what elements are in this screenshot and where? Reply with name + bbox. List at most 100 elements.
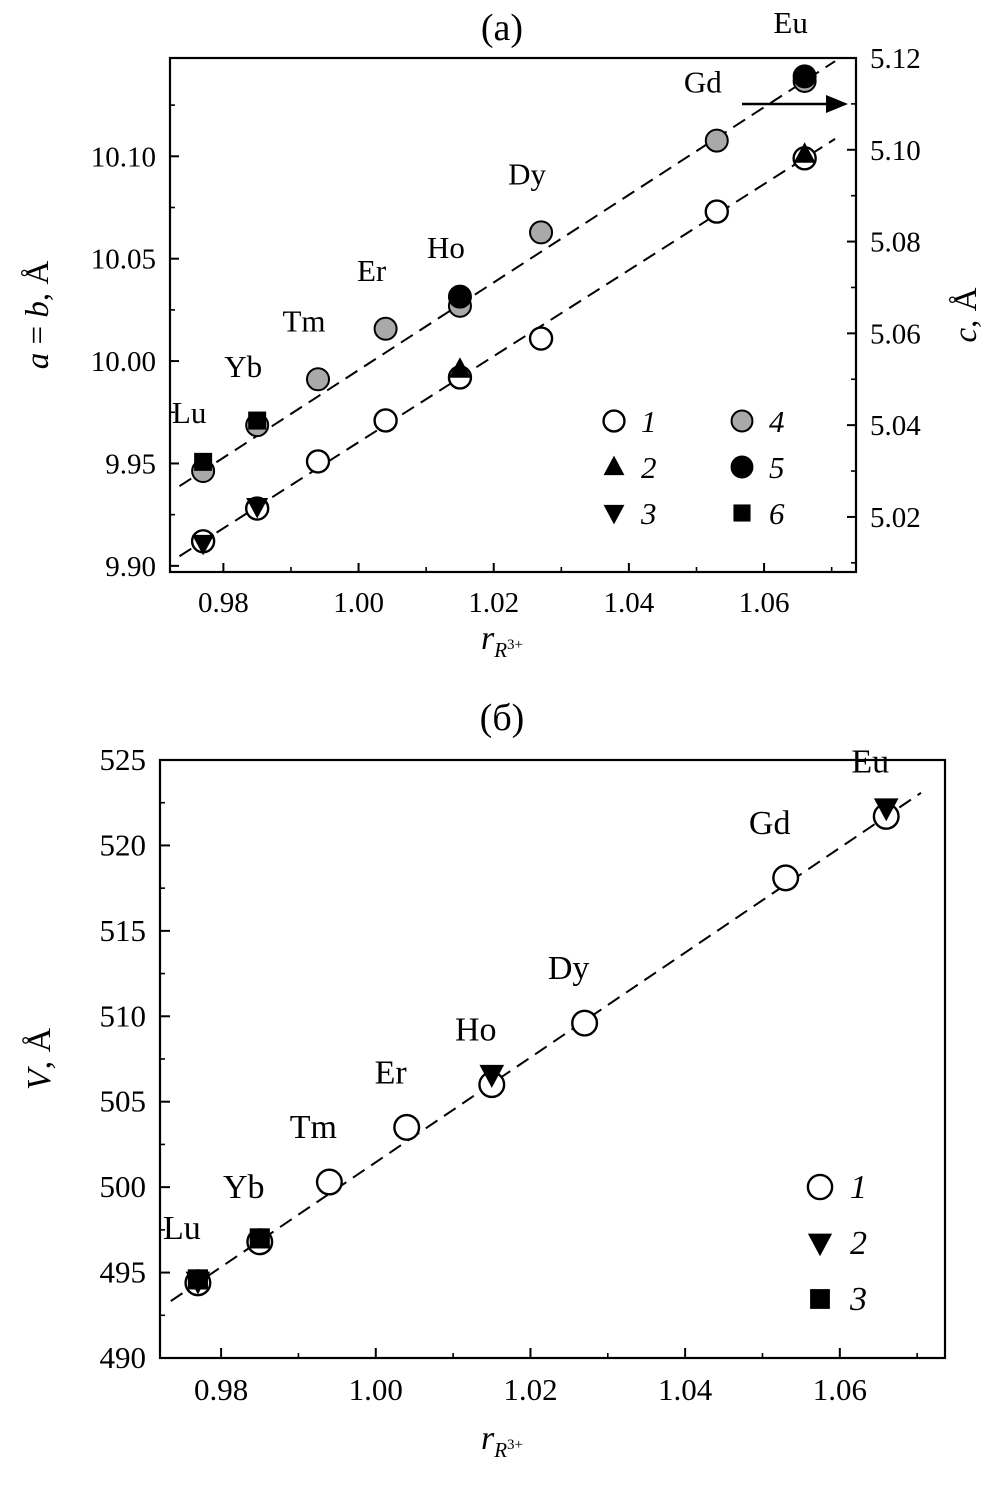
legend-item-2: 2 (603, 450, 657, 485)
y-right-tick-label: 5.08 (870, 227, 921, 259)
legend-item-5: 5 (730, 450, 785, 485)
annotation-Tm: Tm (282, 303, 325, 338)
x-tick-label: 1.04 (658, 1372, 713, 1407)
legend-label-5: 5 (769, 450, 785, 485)
series-1-point (704, 199, 729, 224)
legend-label-6: 6 (769, 496, 785, 531)
legend-label-2: 2 (641, 450, 657, 485)
panel-b-title: (б) (479, 697, 525, 739)
legend-label-3: 3 (640, 496, 657, 531)
x-tick-label: 1.06 (739, 587, 790, 619)
legend-marker-1 (806, 1173, 834, 1201)
series-3-point (187, 1269, 208, 1290)
legend-label-3: 3 (849, 1281, 867, 1318)
y-left-tick-label: 495 (100, 1255, 147, 1290)
series-4-point (704, 128, 729, 153)
series-1-point (393, 1113, 421, 1141)
y-left-tick-label: 510 (100, 998, 147, 1033)
x-tick-label: 1.04 (604, 587, 655, 619)
annotation-Gd: Gd (684, 65, 722, 100)
y-left-tick-label: 10.05 (91, 244, 156, 276)
y-right-tick-label: 5.10 (870, 135, 921, 167)
legend-marker-4 (730, 409, 754, 433)
x-tick-label: 1.06 (813, 1372, 867, 1407)
legend-label-1: 1 (850, 1169, 867, 1206)
y-right-tick-label: 5.12 (870, 43, 921, 75)
series-1-point (571, 1009, 599, 1037)
legend-marker-3 (603, 504, 625, 525)
x-axis-variable: r (480, 1420, 495, 1457)
series-2-point (873, 798, 899, 822)
legend-marker-2 (603, 455, 625, 476)
y-axis-label-left: a = b, Å (19, 261, 56, 370)
y-left-tick-label: 500 (100, 1169, 147, 1204)
legend-item-2: 2 (807, 1225, 867, 1262)
legend-marker-2 (807, 1233, 833, 1257)
x-tick-label: 1.00 (333, 587, 384, 619)
panel-a-plot: 0.98 1.00 1.02 1.04 1.06 9.90 9.95 10.00 10.05 10… (19, 5, 984, 619)
series-4-point (529, 220, 554, 245)
annotation-Yb: Yb (223, 1169, 265, 1206)
trend-line-right (178, 60, 836, 488)
legend-item-1: 1 (806, 1169, 867, 1206)
legend-item-1: 1 (602, 404, 657, 439)
series-3-point (249, 1228, 270, 1249)
series-2-point (479, 1064, 505, 1088)
legend-item-6: 6 (733, 496, 785, 531)
legend-label-2: 2 (850, 1225, 867, 1262)
annotation-Dy: Dy (508, 156, 546, 191)
x-tick-label: 0.98 (198, 587, 249, 619)
y-left-tick-label: 9.95 (105, 448, 156, 480)
annotation-Eu: Eu (773, 5, 807, 40)
plot-frame (168, 56, 858, 574)
x-tick-label: 1.02 (468, 587, 519, 619)
y-left-tick-label: 10.10 (91, 141, 156, 173)
trend-line-left (170, 791, 922, 1302)
series-6-point (248, 411, 267, 430)
legend-item-3: 3 (603, 496, 657, 531)
panel-b-x-axis-label: rR3+ (0, 1420, 1004, 1463)
series-4-point (373, 316, 398, 341)
right-axis-arrow-head (826, 95, 848, 113)
y-left-tick-label: 520 (100, 827, 147, 862)
trend-line-left (178, 138, 836, 558)
y-left-tick-label: 490 (100, 1340, 147, 1375)
series-5-point (792, 64, 817, 89)
y-left-tick-label: 10.00 (91, 346, 156, 378)
y-axis-label-right: c, Å (947, 287, 984, 342)
x-axis-subscript: R3+ (494, 636, 524, 662)
legend-item-3: 3 (810, 1281, 867, 1318)
legend-marker-6 (733, 504, 751, 522)
series-3-point (192, 534, 215, 556)
legend-marker-5 (730, 455, 754, 479)
annotation-Eu: Eu (851, 743, 889, 780)
series-5-point (447, 284, 472, 309)
x-tick-label: 0.98 (194, 1372, 248, 1407)
y-axis-label-left: V, Å (21, 1027, 58, 1090)
annotation-Er: Er (357, 253, 387, 288)
x-axis-subscript: R3+ (494, 1436, 524, 1462)
plot-frame (158, 758, 947, 1360)
y-left-tick-label: 515 (100, 913, 147, 948)
y-right-tick-label: 5.06 (870, 318, 921, 350)
panel-a-x-axis-label: rR3+ (0, 620, 1004, 663)
legend-item-4: 4 (730, 404, 785, 439)
right-axis-arrow (742, 95, 848, 113)
y-left-tick-label: 9.90 (105, 551, 156, 583)
series-2-point (793, 142, 816, 163)
panel-b-plot: 0.98 1.00 1.02 1.04 1.06 490 495 500 505 510 515 52… (21, 742, 947, 1407)
series-1-point (373, 408, 398, 433)
annotation-Gd: Gd (749, 805, 791, 842)
annotation-Ho: Ho (427, 230, 465, 265)
series-2-point (448, 357, 471, 378)
series-1-point (528, 326, 554, 351)
series-1-point (315, 1168, 343, 1196)
panel-a-title: (а) (480, 7, 524, 49)
annotation-Tm: Tm (290, 1109, 337, 1146)
annotation-Dy: Dy (548, 950, 590, 987)
series-1-point (305, 449, 331, 474)
y-left-tick-label: 505 (100, 1084, 147, 1119)
y-right-tick-label: 5.02 (870, 502, 921, 534)
legend-label-4: 4 (769, 404, 785, 439)
